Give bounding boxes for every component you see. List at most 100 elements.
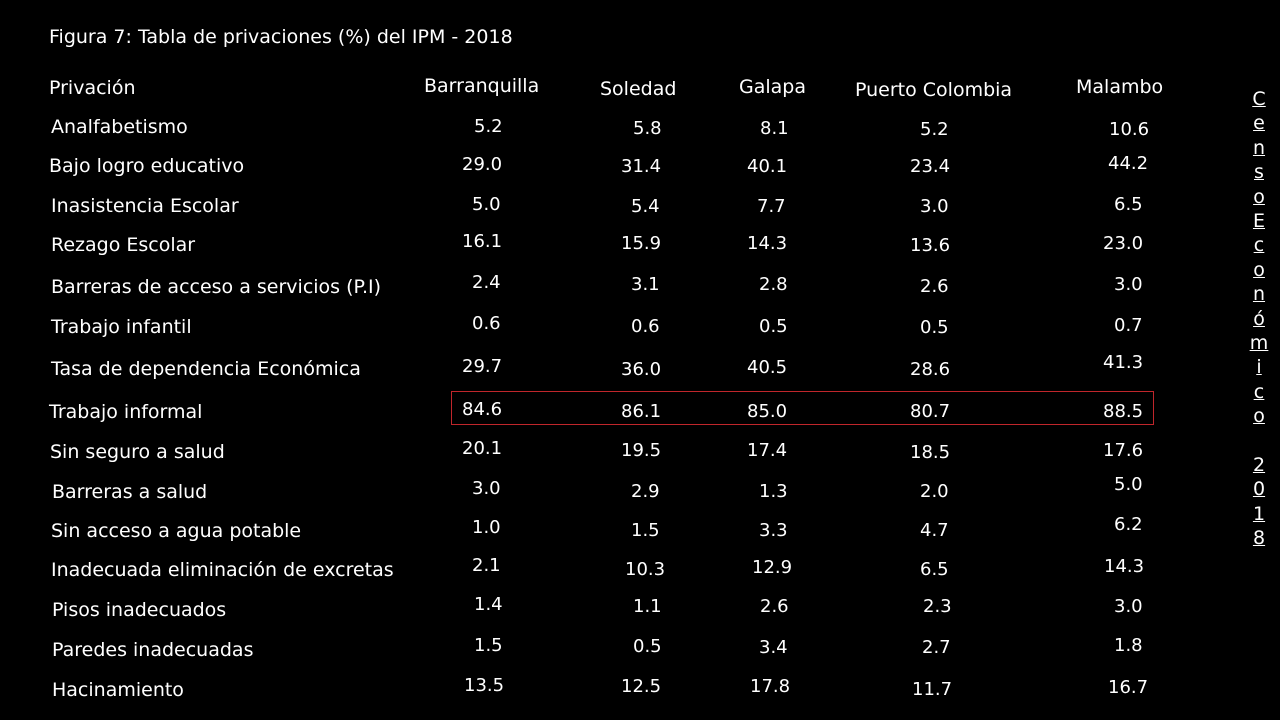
cell-puerto-colombia: 80.7 xyxy=(910,401,951,422)
row-label: Pisos inadecuados xyxy=(52,599,227,621)
cell-galapa: 2.8 xyxy=(759,274,788,295)
row-label: Tasa de dependencia Económica xyxy=(51,358,361,380)
row-label: Inasistencia Escolar xyxy=(51,195,239,217)
cell-malambo: 10.6 xyxy=(1109,119,1150,140)
cell-barranquilla: 1.5 xyxy=(474,635,503,656)
vertical-char: o xyxy=(1253,405,1265,428)
cell-puerto-colombia: 0.5 xyxy=(920,317,949,338)
row-label: Inadecuada eliminación de excretas xyxy=(51,559,394,581)
cell-puerto-colombia: 4.7 xyxy=(920,520,949,541)
cell-puerto-colombia: 23.4 xyxy=(910,156,951,177)
cell-soledad: 86.1 xyxy=(621,401,662,422)
table-row: Bajo logro educativo 29.0 31.4 40.1 23.4 44.2 xyxy=(0,153,1240,185)
cell-galapa: 40.1 xyxy=(747,156,788,177)
cell-galapa: 14.3 xyxy=(747,233,788,254)
cell-malambo: 41.3 xyxy=(1103,352,1144,373)
cell-soledad: 12.5 xyxy=(621,676,662,697)
cell-puerto-colombia: 3.0 xyxy=(920,196,949,217)
vertical-char: C xyxy=(1252,88,1266,110)
cell-soledad: 5.4 xyxy=(631,196,660,217)
cell-puerto-colombia: 2.3 xyxy=(923,596,952,617)
cell-barranquilla: 20.1 xyxy=(462,438,503,459)
cell-barranquilla: 84.6 xyxy=(462,399,503,420)
cell-malambo: 6.5 xyxy=(1114,194,1143,215)
cell-puerto-colombia: 5.2 xyxy=(920,119,949,140)
cell-soledad: 10.3 xyxy=(625,559,666,580)
cell-barranquilla: 1.4 xyxy=(474,594,503,615)
table-row: Hacinamiento 13.5 12.5 17.8 11.7 16.7 xyxy=(0,675,1240,709)
vertical-char: 1 xyxy=(1252,502,1266,525)
cell-puerto-colombia: 18.5 xyxy=(910,442,951,463)
vertical-char: s xyxy=(1254,161,1264,184)
vertical-char: c xyxy=(1253,380,1265,403)
row-label: Barreras a salud xyxy=(52,481,208,503)
highlight-box-trabajo-informal xyxy=(451,391,1154,425)
cell-puerto-colombia: 6.5 xyxy=(920,559,949,580)
row-label: Paredes inadecuadas xyxy=(52,639,254,661)
vertical-char: E xyxy=(1252,210,1265,233)
row-label: Barreras de acceso a servicios (P.I) xyxy=(51,276,382,298)
vertical-char: 0 xyxy=(1252,478,1266,501)
table-row: Tasa de dependencia Económica 29.7 36.0 40.… xyxy=(0,352,1240,388)
table-row: Analfabetismo 5.2 5.8 8.1 5.2 10.6 xyxy=(0,114,1240,146)
cell-soledad: 31.4 xyxy=(621,156,662,177)
header-privacion: Privación xyxy=(49,77,136,99)
vertical-char: i xyxy=(1256,356,1262,379)
cell-malambo: 16.7 xyxy=(1108,677,1149,698)
cell-malambo: 0.7 xyxy=(1114,315,1143,336)
row-label: Bajo logro educativo xyxy=(49,155,245,177)
cell-puerto-colombia: 13.6 xyxy=(910,235,951,256)
row-label: Sin seguro a salud xyxy=(50,441,225,463)
cell-puerto-colombia: 2.0 xyxy=(920,481,949,502)
cell-malambo: 44.2 xyxy=(1108,153,1149,174)
cell-galapa: 7.7 xyxy=(757,196,786,217)
page-title: Figura 7: Tabla de privaciones (%) del I… xyxy=(49,26,513,48)
cell-soledad: 15.9 xyxy=(621,233,662,254)
row-label: Trabajo informal xyxy=(49,401,203,423)
cell-puerto-colombia: 2.6 xyxy=(920,276,949,297)
table-row: Inadecuada eliminación de excretas 2.1 10.… xyxy=(0,555,1240,589)
row-label: Trabajo infantil xyxy=(51,316,192,338)
cell-malambo: 3.0 xyxy=(1114,596,1143,617)
cell-galapa: 3.3 xyxy=(759,520,788,541)
table-row: Paredes inadecuadas 1.5 0.5 3.4 2.7 1.8 xyxy=(0,635,1240,669)
cell-barranquilla: 2.4 xyxy=(472,272,501,293)
cell-puerto-colombia: 28.6 xyxy=(910,359,951,380)
cell-malambo: 23.0 xyxy=(1103,233,1144,254)
cell-barranquilla: 29.7 xyxy=(462,356,503,377)
header-soledad: Soledad xyxy=(600,78,677,100)
cell-galapa: 8.1 xyxy=(760,118,789,139)
table-row: Pisos inadecuados 1.4 1.1 2.6 2.3 3.0 xyxy=(0,594,1240,629)
cell-soledad: 36.0 xyxy=(621,359,662,380)
vertical-char: e xyxy=(1253,112,1265,135)
header-galapa: Galapa xyxy=(739,76,806,98)
cell-barranquilla: 1.0 xyxy=(472,517,501,538)
cell-puerto-colombia: 11.7 xyxy=(912,679,953,700)
cell-barranquilla: 5.0 xyxy=(472,194,501,215)
cell-barranquilla: 29.0 xyxy=(462,154,503,175)
cell-soledad: 1.1 xyxy=(633,596,662,617)
cell-soledad: 19.5 xyxy=(621,440,662,461)
cell-malambo: 1.8 xyxy=(1114,635,1143,656)
cell-malambo: 14.3 xyxy=(1104,556,1145,577)
row-label: Analfabetismo xyxy=(51,116,188,138)
table-row: Rezago Escolar 16.1 15.9 14.3 13.6 23.0 xyxy=(0,231,1240,264)
cell-galapa: 2.6 xyxy=(760,596,789,617)
row-label: Hacinamiento xyxy=(52,679,184,701)
cell-malambo: 17.6 xyxy=(1103,440,1144,461)
cell-galapa: 85.0 xyxy=(747,401,788,422)
table-row: Barreras a salud 3.0 2.9 1.3 2.0 5.0 xyxy=(0,474,1240,511)
cell-malambo: 88.5 xyxy=(1103,401,1144,422)
cell-soledad: 3.1 xyxy=(631,274,660,295)
cell-soledad: 0.5 xyxy=(633,636,662,657)
cell-barranquilla: 3.0 xyxy=(472,478,501,499)
vertical-char: 8 xyxy=(1252,527,1266,550)
vertical-char: ó xyxy=(1253,307,1265,330)
cell-soledad: 2.9 xyxy=(631,481,660,502)
vertical-char xyxy=(1247,429,1271,453)
header-malambo: Malambo xyxy=(1076,76,1164,98)
cell-barranquilla: 0.6 xyxy=(472,313,501,334)
cell-galapa: 1.3 xyxy=(759,481,788,502)
row-label: Sin acceso a agua potable xyxy=(51,520,302,542)
